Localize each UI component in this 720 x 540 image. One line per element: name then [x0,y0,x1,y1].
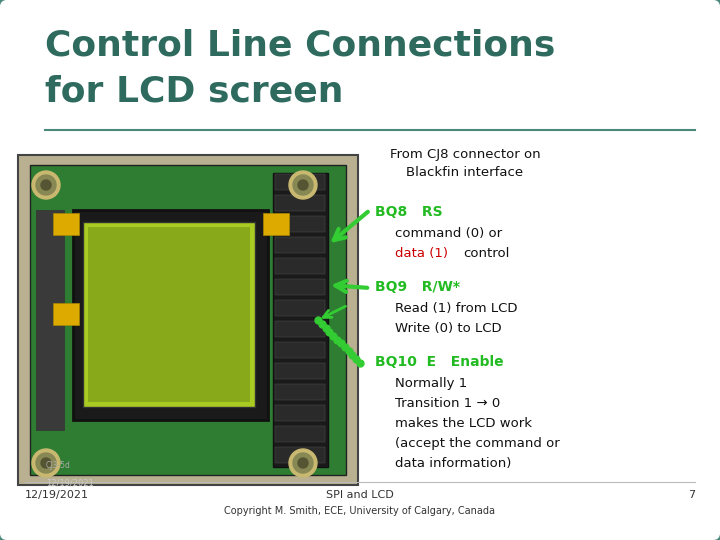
Text: CJ3-5d: CJ3-5d [46,461,71,470]
Bar [275,216,325,232]
Text: data (1): data (1) [395,247,461,260]
Bar [88,227,250,402]
Bar [273,173,328,467]
Bar [275,258,325,274]
Bar [275,342,325,358]
Text: BQ9   R/W*: BQ9 R/W* [375,280,460,294]
Bar [275,237,325,253]
Bar [275,384,325,400]
Bar [36,210,64,430]
Text: 7: 7 [688,490,695,500]
Circle shape [41,458,51,468]
Text: Blackfin interface: Blackfin interface [406,166,523,179]
Text: (accept the command or: (accept the command or [395,437,559,450]
Bar [53,213,79,235]
Text: SPI and LCD: SPI and LCD [326,490,394,500]
Circle shape [41,180,51,190]
Bar [275,279,325,295]
Bar [30,165,346,475]
Circle shape [36,453,56,473]
Circle shape [36,175,56,195]
Text: Copyright M. Smith, ECE, University of Calgary, Canada: Copyright M. Smith, ECE, University of C… [225,506,495,516]
Text: makes the LCD work: makes the LCD work [395,417,532,430]
Bar [275,300,325,316]
Bar [83,222,255,407]
Text: Transition 1 → 0: Transition 1 → 0 [395,397,500,410]
Text: 12/19/2021: 12/19/2021 [25,490,89,500]
Text: control: control [463,247,509,260]
Circle shape [32,171,60,199]
Text: data information): data information) [395,457,511,470]
Circle shape [289,449,317,477]
Bar [73,210,268,420]
Circle shape [298,458,308,468]
Text: From CJ8 connector on: From CJ8 connector on [390,148,540,161]
Text: Read (1) from LCD: Read (1) from LCD [395,302,518,315]
Bar [275,405,325,421]
Circle shape [289,171,317,199]
Circle shape [32,449,60,477]
Text: BQ10  E   Enable: BQ10 E Enable [375,355,503,369]
Bar [275,426,325,442]
Bar [275,363,325,379]
Circle shape [293,175,313,195]
Text: Control Line Connections: Control Line Connections [45,28,555,62]
Circle shape [298,180,308,190]
Bar [275,195,325,211]
Bar [263,213,289,235]
Text: BQ8   RS: BQ8 RS [375,205,443,219]
Text: for LCD screen: for LCD screen [45,75,343,109]
Text: 12/19/2021: 12/19/2021 [46,478,94,487]
Bar [18,155,358,485]
Bar [53,303,79,325]
Bar [275,321,325,337]
Text: Normally 1: Normally 1 [395,377,467,390]
Text: command (0) or: command (0) or [395,227,502,240]
Text: Write (0) to LCD: Write (0) to LCD [395,322,502,335]
Bar [275,174,325,190]
Circle shape [293,453,313,473]
Bar [275,447,325,463]
